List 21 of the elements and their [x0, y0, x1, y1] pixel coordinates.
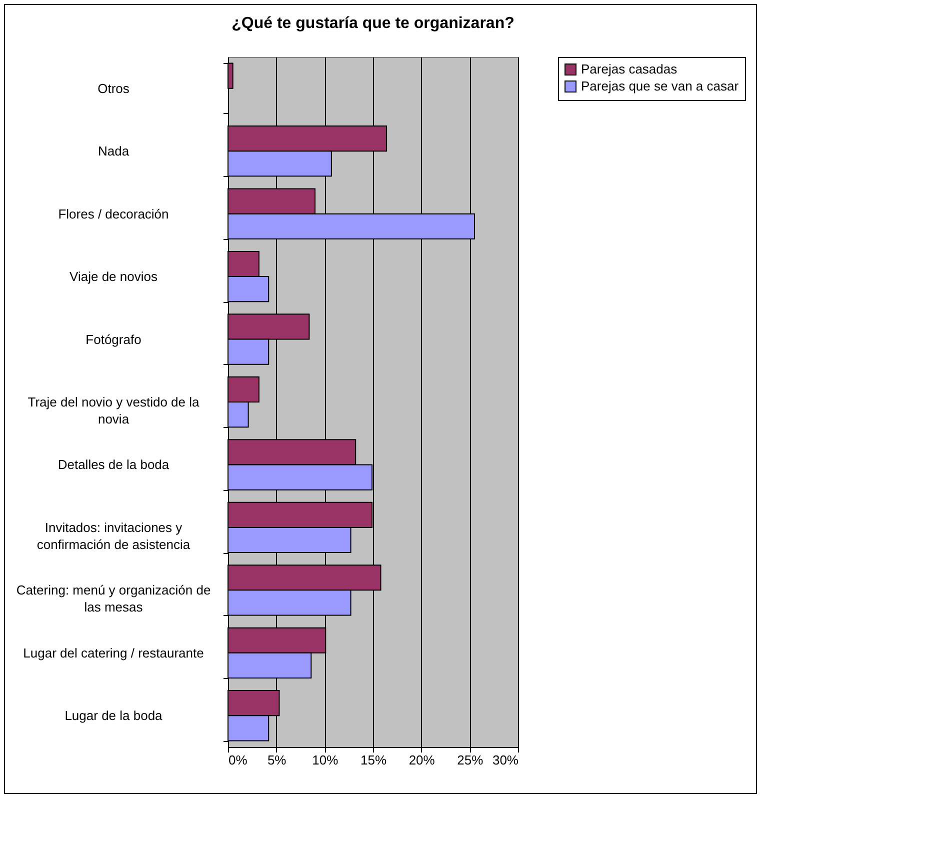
y-tick-label: Flores / decoración	[58, 206, 169, 222]
x-tick-label: 20%	[408, 752, 436, 768]
x-tick-label: 0%	[228, 752, 248, 768]
chart-title: ¿Qué te gustaría que te organizaran?	[232, 15, 514, 32]
y-tick-label: Nada	[98, 144, 130, 159]
y-tick-label: Catering: menú y organización de las mesas	[16, 582, 211, 615]
y-tick-label: Lugar de la boda	[64, 708, 164, 724]
y-tick-label: Fotógrafo	[86, 332, 142, 347]
y-tick-label: Traje del novio y vestido de la novia	[28, 394, 200, 426]
y-tick-label: Otros	[98, 80, 130, 96]
x-tick-label: 25%	[457, 752, 484, 768]
x-tick-label: 15%	[360, 752, 387, 768]
x-tick-label: 5%	[267, 752, 287, 768]
y-tick-label: Lugar del catering / restaurante	[23, 645, 204, 660]
x-tick-label: 30%	[492, 752, 519, 768]
y-tick-label: Viaje de novios	[70, 269, 158, 284]
y-tick-label: Detalles de la boda	[58, 457, 170, 472]
y-tick-label: Invitados: invitaciones y confirmación de asistencia	[36, 520, 191, 552]
x-tick-label: 10%	[312, 752, 339, 768]
legend-label: Parejas que se van a casar	[581, 78, 740, 94]
legend-label: Parejas casadas	[581, 62, 678, 76]
